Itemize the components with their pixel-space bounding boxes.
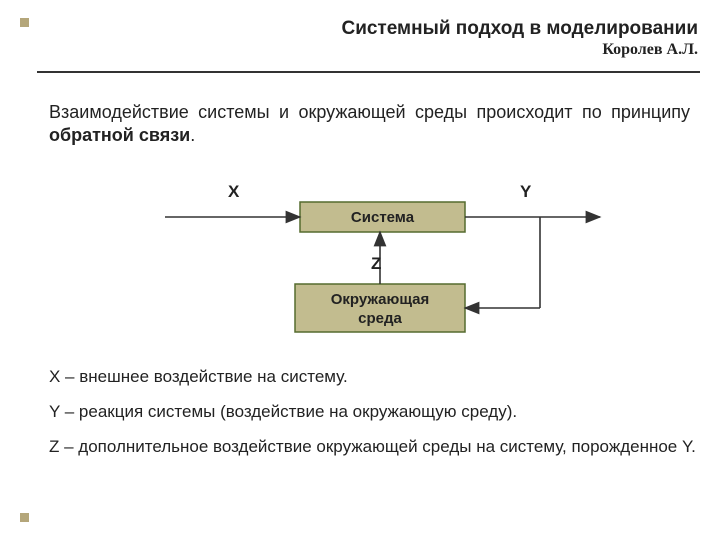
svg-text:среда: среда — [358, 310, 402, 327]
svg-text:Система: Система — [351, 209, 415, 226]
corner-accent-top-left — [20, 18, 29, 27]
legend-z: Z – дополнительное воздействие окружающе… — [49, 436, 700, 457]
corner-accent-bottom-left — [20, 513, 29, 522]
intro-prefix: Взаимодействие системы и окружающей сред… — [49, 102, 690, 122]
intro-suffix: . — [190, 125, 195, 145]
slide-author: Королев А.Л. — [35, 41, 698, 59]
svg-text:Окружающая: Окружающая — [331, 291, 430, 308]
svg-text:Y: Y — [520, 182, 532, 201]
feedback-diagram: Система Окружающая среда X Y Z — [35, 162, 700, 362]
svg-text:X: X — [228, 182, 240, 201]
slide-title: Системный подход в моделировании — [35, 18, 698, 40]
header-divider — [37, 71, 700, 73]
intro-text: Взаимодействие системы и окружающей сред… — [49, 101, 690, 148]
diagram-svg: Система Окружающая среда X Y Z — [35, 162, 715, 362]
legend: X – внешнее воздействие на систему. Y – … — [49, 366, 700, 458]
legend-x: X – внешнее воздействие на систему. — [49, 366, 700, 387]
intro-bold: обратной связи — [49, 125, 190, 145]
svg-text:Z: Z — [371, 254, 381, 273]
legend-y: Y – реакция системы (воздействие на окру… — [49, 401, 700, 422]
slide-header: Системный подход в моделировании Королев… — [35, 18, 698, 59]
